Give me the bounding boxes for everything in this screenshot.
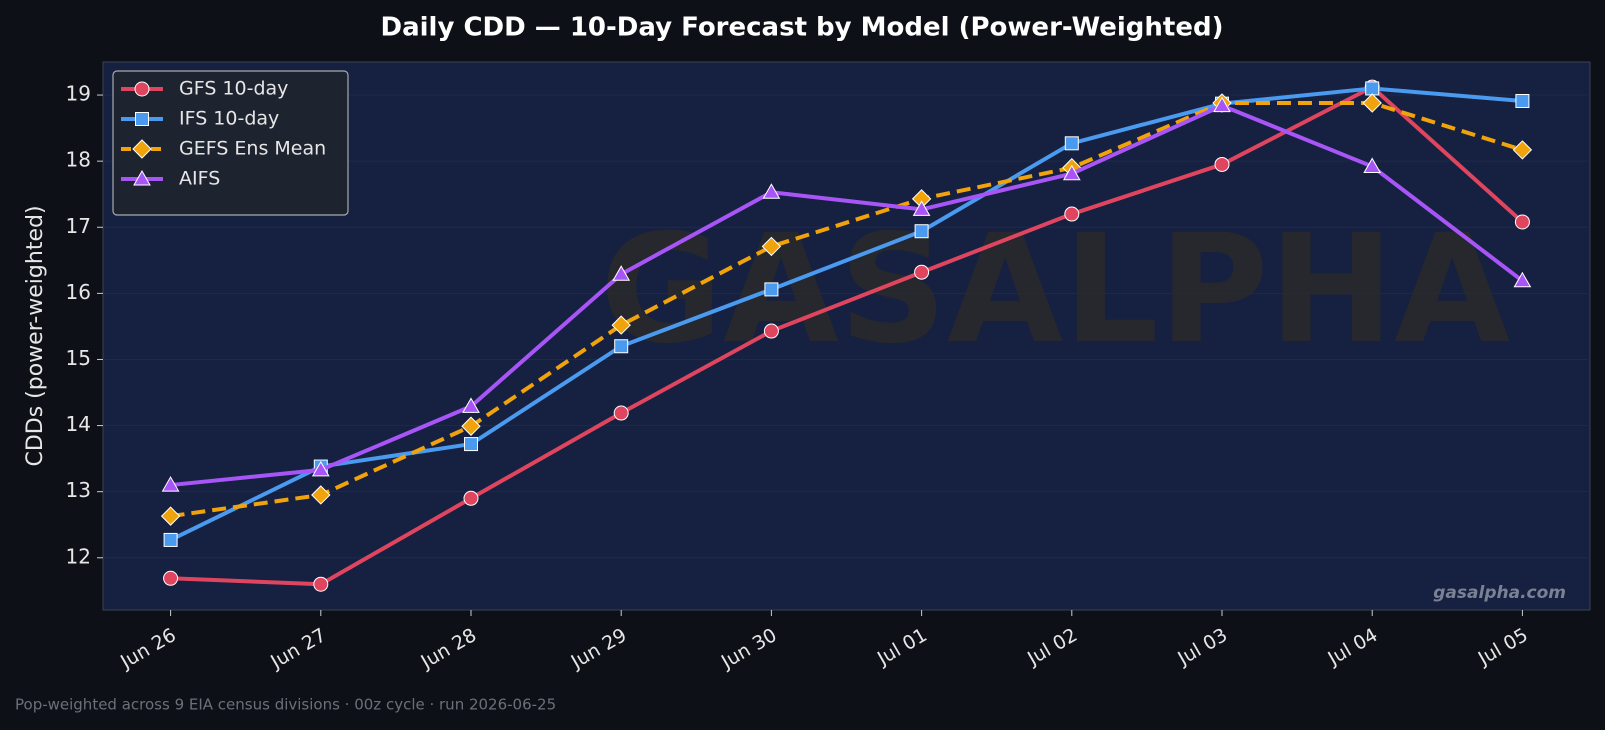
marker xyxy=(311,485,331,505)
marker xyxy=(612,265,631,281)
y-axis-label: CDDs (power-weighted) xyxy=(23,205,48,466)
y-tick-label: 14 xyxy=(66,412,91,436)
marker xyxy=(1064,206,1080,222)
legend-label: GFS 10-day xyxy=(179,78,288,100)
marker xyxy=(133,169,151,186)
marker xyxy=(614,339,629,354)
series-line xyxy=(169,86,1523,542)
marker xyxy=(762,183,781,199)
marker xyxy=(1362,93,1382,113)
marker xyxy=(761,236,782,257)
marker xyxy=(462,397,480,413)
marker xyxy=(1514,214,1530,230)
marker xyxy=(1363,157,1382,173)
marker xyxy=(161,476,180,492)
marker xyxy=(463,490,479,506)
marker xyxy=(914,264,930,280)
marker xyxy=(311,460,330,477)
y-tick-label: 15 xyxy=(66,346,91,370)
marker xyxy=(1512,140,1533,160)
legend-box xyxy=(112,70,349,216)
marker xyxy=(1214,156,1230,172)
y-tick-label: 12 xyxy=(66,544,91,568)
marker xyxy=(1062,164,1081,181)
marker xyxy=(461,416,481,436)
marker xyxy=(132,139,152,159)
marker xyxy=(163,570,179,586)
y-tick-label: 17 xyxy=(66,214,91,238)
marker xyxy=(1213,96,1231,113)
series-line xyxy=(170,103,1524,488)
marker xyxy=(1365,81,1380,96)
series-line xyxy=(170,85,1524,587)
site-label: gasalpha.com xyxy=(1433,583,1566,603)
y-tick-label: 18 xyxy=(66,148,91,172)
legend-label: GEFS Ens Mean xyxy=(179,138,326,160)
marker xyxy=(1515,94,1530,109)
marker xyxy=(1513,271,1532,288)
marker xyxy=(613,405,629,421)
footnote: Pop-weighted across 9 EIA census divisio… xyxy=(15,696,556,714)
marker xyxy=(764,282,779,297)
series-line xyxy=(170,100,1524,519)
y-tick-label: 19 xyxy=(66,82,91,106)
marker xyxy=(611,315,631,335)
marker xyxy=(912,200,931,216)
y-tick-label: 16 xyxy=(66,280,91,304)
y-tick-label: 13 xyxy=(66,478,91,502)
marker xyxy=(1064,136,1079,151)
marker xyxy=(313,576,329,592)
legend-label: AIFS xyxy=(179,168,220,190)
marker xyxy=(463,437,478,452)
chart-title: Daily CDD — 10-Day Forecast by Model (Po… xyxy=(381,13,1224,43)
marker xyxy=(134,81,150,97)
marker xyxy=(763,323,779,339)
marker xyxy=(914,224,929,239)
marker xyxy=(163,532,178,547)
legend-label: IFS 10-day xyxy=(179,108,279,130)
watermark: GASALPHA xyxy=(600,203,1510,377)
marker xyxy=(160,506,181,526)
marker xyxy=(135,112,149,126)
